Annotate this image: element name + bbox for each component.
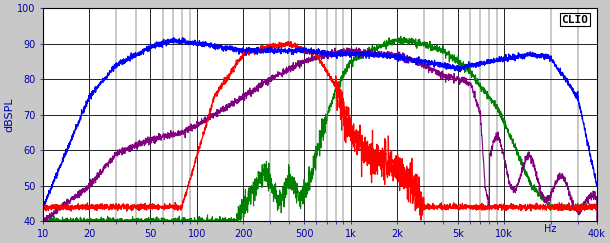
Y-axis label: dBSPL: dBSPL — [4, 97, 14, 132]
Text: CLIO: CLIO — [562, 15, 589, 25]
Text: Hz: Hz — [544, 224, 557, 234]
